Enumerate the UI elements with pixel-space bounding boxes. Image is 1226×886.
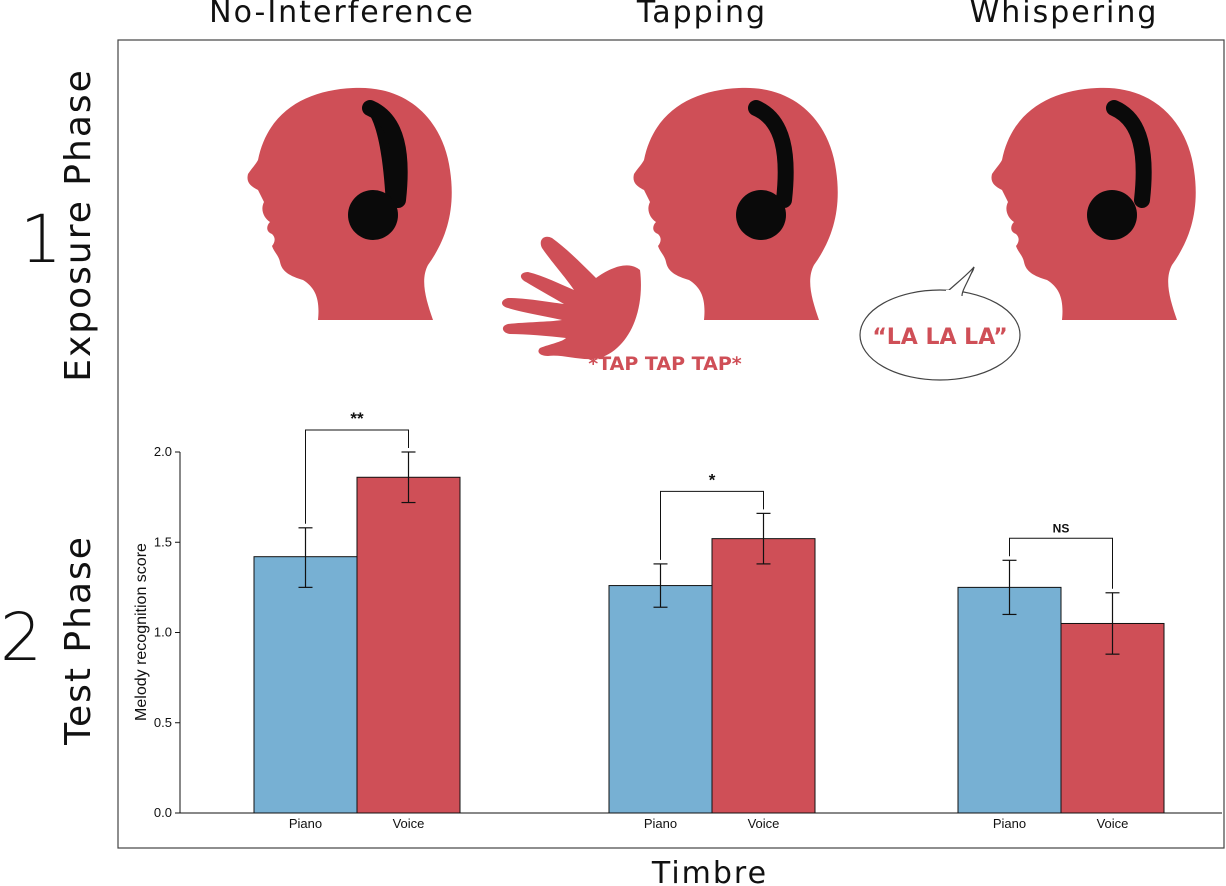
bars: Piano Voice ** Piano Voice * Piano Voice NS	[253, 409, 1165, 831]
exposure-phase-label: Exposure Phase	[58, 68, 99, 382]
panel-frame	[117, 39, 1225, 849]
test-phase-number: 2	[0, 599, 42, 676]
head-with-headphones-icon	[991, 87, 1196, 321]
test-phase-label: Test Phase	[58, 535, 99, 746]
condition-title-no-interference: No-Interference	[209, 0, 475, 30]
exposure-phase-number: 1	[20, 201, 62, 278]
bar-piano	[608, 585, 713, 814]
x-tick-label: Voice	[748, 816, 780, 831]
whisper-callout-text: “LA LA LA”	[872, 325, 1007, 350]
significance-bracket	[660, 490, 764, 560]
significance-bracket	[305, 429, 409, 524]
speech-bubble-icon	[859, 266, 1021, 381]
x-axis-title: Timbre	[651, 856, 768, 886]
condition-title-tapping: Tapping	[636, 0, 767, 30]
y-tick-label: 1.5	[154, 534, 172, 549]
x-tick-label: Voice	[393, 816, 425, 831]
tapping-callout-text: *TAP TAP TAP*	[588, 353, 742, 375]
significance-label: NS	[1053, 521, 1070, 535]
significance-bracket	[1009, 537, 1113, 589]
head-with-headphones-icon	[633, 87, 838, 321]
x-tick-label: Piano	[993, 816, 1026, 831]
bar-chart: Melody recognition score 0.0 0.5 1.0 1.5 2.0…	[133, 409, 1222, 831]
bar-voice	[356, 476, 461, 814]
bar-piano	[253, 556, 358, 814]
condition-title-whispering: Whispering	[970, 0, 1159, 30]
bar-piano	[957, 586, 1062, 814]
significance-label: **	[350, 409, 364, 428]
y-tick-label: 0.5	[154, 715, 172, 730]
significance-label: *	[709, 470, 716, 489]
hand-icon	[502, 236, 641, 360]
bar-voice	[1060, 622, 1165, 814]
y-ticks: 0.0 0.5 1.0 1.5 2.0	[154, 444, 180, 820]
head-with-headphones-icon	[247, 87, 452, 321]
x-tick-label: Piano	[289, 816, 322, 831]
y-axis-title: Melody recognition score	[133, 543, 150, 721]
y-tick-label: 1.0	[154, 625, 172, 640]
y-tick-label: 0.0	[154, 805, 172, 820]
x-tick-label: Voice	[1097, 816, 1129, 831]
bar-voice	[711, 538, 816, 814]
y-tick-label: 2.0	[154, 444, 172, 459]
x-tick-label: Piano	[644, 816, 677, 831]
